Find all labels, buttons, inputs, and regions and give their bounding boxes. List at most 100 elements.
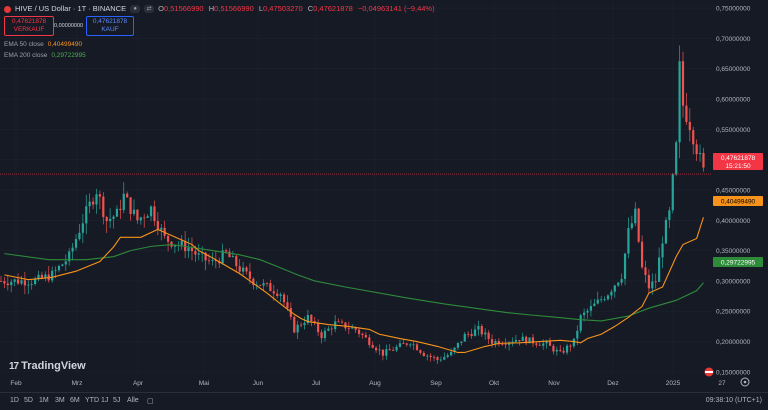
range-button[interactable]: 3M [55,397,65,404]
time-tick-label: Okt [489,380,499,387]
buy-label: KAUF [101,26,119,33]
time-tick-label: Apr [133,380,144,387]
candle-body [262,283,265,286]
time-tick-label: Jun [253,380,264,387]
range-button[interactable]: YTD [85,397,99,404]
candle-body [494,340,497,344]
candle-body [600,299,603,301]
ema50-legend[interactable]: EMA 50 close 0,40499490 [4,41,82,48]
candle-body [681,61,685,106]
candle-body [351,327,354,329]
ema50-tag [713,196,763,206]
candle-body [194,251,197,255]
candle-body [583,312,586,316]
ohlc-values: O0,51566990 H0,51566990 L0,47503270 C0,4… [158,4,435,13]
candle-body [548,341,552,346]
timezone-clock[interactable]: 09:38:10 (UTC+1) [705,397,762,404]
candle-body [385,349,388,356]
candle-body [378,349,381,351]
range-button[interactable]: 5J [113,397,121,404]
settings-gear-icon[interactable] [740,377,750,387]
candle-body [166,235,170,242]
candle-body [289,308,292,317]
bar-countdown: 15:21:50 [725,163,751,170]
candle-body [252,278,255,286]
candle-body [398,343,402,347]
candle-body [640,241,644,268]
ema200-tag [713,257,763,267]
candle-body [74,239,78,248]
compare-icon[interactable]: ⇄ [144,5,155,13]
flag-icon[interactable] [704,367,714,377]
time-tick-label: Feb [10,380,22,387]
bottom-toolbar: 1D 5D 1M 3M 6M YTD 1J 5J Alle ▢ 09:38:10 (UTC+1) [0,392,768,410]
candle-body [20,280,23,284]
candle-body [613,285,616,292]
candle-body [675,142,678,175]
tradingview-logo[interactable]: 17 TradingView [9,360,86,372]
range-button[interactable]: 6M [70,397,80,404]
price-tick-label: 0,70000000 [716,36,751,43]
candle-body [531,337,535,344]
ema200-value: 0,29722995 [51,52,86,59]
time-tick-label: 2025 [666,380,681,387]
candle-body [207,260,211,262]
sell-price: 0,47621878 [11,18,47,25]
price-chart[interactable]: 0,75000000 0,70000000 0,65000000 0,60000000… [0,0,768,392]
sell-button[interactable]: 0,47621878 VERKAUF [4,16,54,36]
candle-body [606,295,610,300]
candle-body [620,279,623,283]
candle-body [88,201,91,207]
candle-body [269,283,272,292]
visibility-eye-icon[interactable]: ● [130,5,141,13]
candle-body [644,267,647,275]
ema50-line [4,217,704,354]
candle-body [40,274,44,279]
candle-body [542,343,545,346]
calendar-icon[interactable]: ▢ [147,398,154,405]
candle-body [102,196,105,218]
candle-body [576,330,579,339]
range-button[interactable]: 1J [101,397,109,404]
price-tick-label: 0,35000000 [716,248,751,255]
candle-body [552,345,555,352]
candle-body [320,332,323,339]
candle-body [139,217,142,221]
candle-body [470,333,473,336]
candle-body [78,232,81,240]
ema200-tag-value: 0,29722995 [721,260,756,267]
candle-body [688,121,691,131]
price-tick-label: 0,75000000 [716,6,751,13]
candle-body [245,267,248,272]
hive-logo-icon [4,5,11,13]
candle-body [535,343,538,345]
range-button[interactable]: 5D [24,397,33,404]
candle-body [357,329,361,334]
symbol-title[interactable]: HIVE / US Dollar · 1T · BINANCE [15,4,127,13]
buy-button[interactable]: 0,47621878 KAUF [86,16,134,36]
range-button[interactable]: Alle [127,397,139,404]
candle-body [610,291,613,296]
price-tick-label: 0,30000000 [716,278,751,285]
price-tick-label: 0,65000000 [716,66,751,73]
ema200-legend[interactable]: EMA 200 close 0,29722995 [4,52,86,59]
candle-body [671,174,674,211]
time-tick-label: 27 [718,380,726,387]
candle-body [456,342,460,348]
candle-body [224,250,228,252]
candle-body [344,322,347,329]
candle-body [272,291,275,294]
candle-body [415,344,419,351]
candle-body [504,344,507,346]
last-price-tag [713,153,763,170]
candle-body [122,193,125,211]
candle-body [388,349,391,351]
candle-body [559,349,562,351]
candle-body [173,245,177,247]
candle-body [460,341,463,343]
range-button[interactable]: 1M [39,397,49,404]
candle-body [34,279,37,285]
candle-body [511,341,514,343]
candle-body [105,217,108,222]
range-button[interactable]: 1D [10,397,19,404]
